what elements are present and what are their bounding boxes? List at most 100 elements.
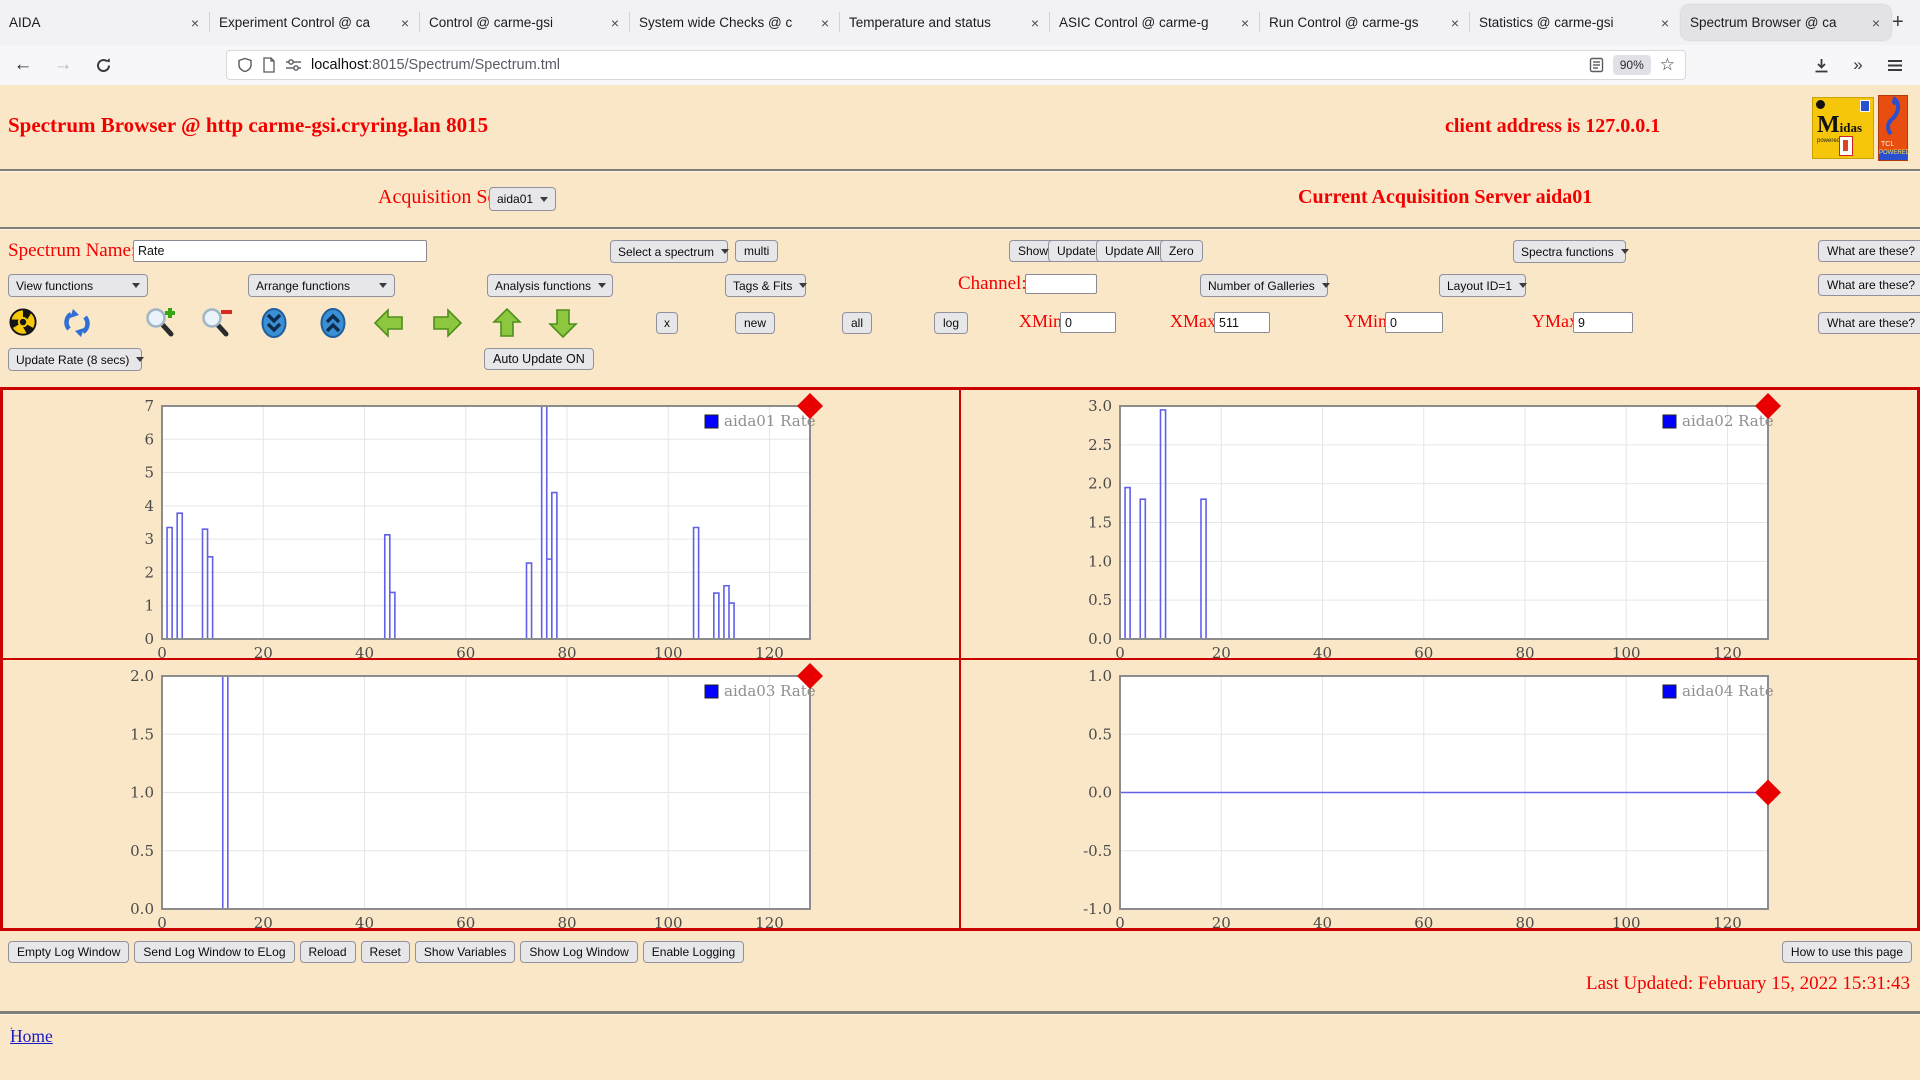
overflow-chevrons-icon[interactable]: » xyxy=(1853,55,1863,74)
x-button[interactable]: x xyxy=(656,312,678,334)
show-button[interactable]: Show xyxy=(1009,240,1058,262)
forward-icon[interactable]: → xyxy=(53,54,73,75)
reader-mode-icon[interactable] xyxy=(1589,57,1604,73)
auto-update-button[interactable]: Auto Update ON xyxy=(484,348,594,370)
reload-icon[interactable] xyxy=(88,45,118,85)
acquisition-server-select[interactable]: aida01 xyxy=(489,187,557,211)
url-bar[interactable]: localhost:8015/Spectrum/Spectrum.tml 90%… xyxy=(226,50,1686,80)
tab-close-icon[interactable]: × xyxy=(1871,14,1880,31)
browser-tab[interactable]: Spectrum Browser @ ca × xyxy=(1681,5,1891,40)
xmin-input[interactable] xyxy=(1060,312,1116,333)
browser-tab[interactable]: ASIC Control @ carme-g × xyxy=(1049,0,1260,45)
arrow-right-icon[interactable] xyxy=(430,307,464,339)
how-to-use-button[interactable]: How to use this page xyxy=(1781,941,1912,963)
ymax-input[interactable] xyxy=(1573,312,1633,333)
tags-fits-select[interactable]: Tags & Fits xyxy=(725,274,808,297)
browser-tab[interactable]: Control @ carme-gsi × xyxy=(419,0,630,45)
analysis-functions-select[interactable]: Analysis functions xyxy=(487,274,613,297)
spectra-functions-select[interactable]: Spectra functions xyxy=(1513,240,1629,263)
chevron-down-icon xyxy=(132,283,140,288)
zoom-level-badge[interactable]: 90% xyxy=(1612,55,1651,75)
tab-close-icon[interactable]: × xyxy=(1240,14,1249,31)
layout-id-select[interactable]: Layout ID=1 xyxy=(1439,274,1528,297)
view-functions-select[interactable]: View functions xyxy=(8,274,148,297)
arrow-up-icon[interactable] xyxy=(490,307,524,339)
what-are-these-button-1[interactable]: What are these? xyxy=(1818,240,1920,262)
chart-aida02-rate[interactable]: 0.0 0.5 1.0 1.5 2.0 2.5 3.0 0 20 40 60 80 100 120 aida… xyxy=(1066,390,1806,662)
chevron-down-icon xyxy=(598,283,607,288)
tab-close-icon[interactable]: × xyxy=(400,14,409,31)
home-link[interactable]: Home xyxy=(10,1026,53,1046)
svg-text:0.0: 0.0 xyxy=(1088,784,1112,802)
what-are-these-button-2[interactable]: What are these? xyxy=(1818,274,1920,296)
chart-aida01-rate[interactable]: 0 1 2 3 4 5 6 7 0 20 40 60 80 100 120 aida01 Rate xyxy=(108,390,848,662)
arrow-down-icon[interactable] xyxy=(546,307,580,339)
channel-input[interactable] xyxy=(1025,274,1097,294)
svg-text:0: 0 xyxy=(157,914,167,932)
browser-tab[interactable]: Experiment Control @ ca × xyxy=(209,0,420,45)
update-button[interactable]: Update xyxy=(1048,240,1105,262)
back-icon[interactable]: ← xyxy=(13,54,33,75)
ymin-input[interactable] xyxy=(1385,312,1443,333)
page-down-icon[interactable] xyxy=(257,307,291,339)
browser-tab[interactable]: AIDA × xyxy=(0,0,210,45)
chevron-down-icon xyxy=(721,249,730,254)
chart-aida04-rate[interactable]: -1.0 -0.5 0.0 0.5 1.0 0 20 40 60 80 100 120 aida04 R… xyxy=(1066,660,1806,932)
zoom-out-icon[interactable] xyxy=(201,307,235,339)
zero-button[interactable]: Zero xyxy=(1160,240,1203,262)
footer-button[interactable]: Show Variables xyxy=(414,941,516,963)
browser-tab[interactable]: System wide Checks @ c × xyxy=(629,0,840,45)
multi-button[interactable]: multi xyxy=(735,240,779,262)
browser-tab[interactable]: Run Control @ carme-gs × xyxy=(1259,0,1470,45)
tab-title: Experiment Control @ ca xyxy=(219,15,371,30)
arrow-left-icon[interactable] xyxy=(372,307,406,339)
footer-button[interactable]: Enable Logging xyxy=(642,941,745,963)
select-a-spectrum-select[interactable]: Select a spectrum xyxy=(610,240,730,263)
zoom-in-icon[interactable] xyxy=(144,307,178,339)
all-button[interactable]: all xyxy=(842,312,873,334)
chevron-down-icon xyxy=(799,283,808,288)
xmin-label: XMin xyxy=(1019,311,1063,331)
svg-text:0: 0 xyxy=(157,644,167,662)
chart-aida03-rate[interactable]: 0.0 0.5 1.0 1.5 2.0 0 20 40 60 80 100 120 aida03 Rat… xyxy=(108,660,848,932)
menu-hamburger-icon[interactable] xyxy=(1880,45,1910,85)
browser-tab[interactable]: Temperature and status × xyxy=(839,0,1050,45)
page-up-icon[interactable] xyxy=(316,307,350,339)
footer-button[interactable]: Show Log Window xyxy=(520,941,638,963)
xmax-input[interactable] xyxy=(1214,312,1270,333)
new-tab-button[interactable]: + xyxy=(1892,11,1904,33)
tab-close-icon[interactable]: × xyxy=(190,14,199,31)
radiation-icon[interactable] xyxy=(6,307,40,339)
tab-close-icon[interactable]: × xyxy=(1450,14,1459,31)
footer-button[interactable]: Send Log Window to ELog xyxy=(134,941,295,963)
bookmark-star-icon[interactable]: ☆ xyxy=(1659,55,1675,74)
footer-button[interactable]: Reset xyxy=(360,941,410,963)
page-icon xyxy=(263,57,275,73)
arrange-functions-select[interactable]: Arrange functions xyxy=(248,274,395,297)
log-window-buttons: Empty Log Window Send Log Window to ELog R… xyxy=(8,941,745,963)
ymax-label: YMax xyxy=(1532,311,1578,331)
number-of-galleries-select[interactable]: Number of Galleries xyxy=(1200,274,1330,297)
update-rate-select[interactable]: Update Rate (8 secs) xyxy=(8,348,145,371)
what-are-these-button-3[interactable]: What are these? xyxy=(1818,312,1920,334)
download-icon[interactable] xyxy=(1806,45,1836,85)
log-button[interactable]: log xyxy=(934,312,969,334)
permissions-icon xyxy=(286,59,301,71)
tab-close-icon[interactable]: × xyxy=(1030,14,1039,31)
spectrum-name-input[interactable] xyxy=(133,240,427,262)
browser-tab[interactable]: Statistics @ carme-gsi × xyxy=(1469,0,1680,45)
svg-text:aida01 Rate: aida01 Rate xyxy=(724,412,816,430)
tab-close-icon[interactable]: × xyxy=(1660,14,1669,31)
svg-text:1: 1 xyxy=(144,597,154,615)
refresh-icon[interactable] xyxy=(60,307,94,339)
url-text[interactable]: localhost:8015/Spectrum/Spectrum.tml xyxy=(311,57,561,73)
tab-close-icon[interactable]: × xyxy=(820,14,829,31)
new-button[interactable]: new xyxy=(735,312,776,334)
update-all-button[interactable]: Update All xyxy=(1096,240,1169,262)
gallery-cell-aida02: 0.0 0.5 1.0 1.5 2.0 2.5 3.0 0 20 40 60 80 100 120 aida… xyxy=(960,389,1918,662)
spectrum-browser-page: Spectrum Browser @ http carme-gsi.cryrin… xyxy=(0,85,1920,1080)
tab-close-icon[interactable]: × xyxy=(610,14,619,31)
svg-text:2.0: 2.0 xyxy=(130,667,154,685)
footer-button[interactable]: Reload xyxy=(299,941,356,963)
footer-button[interactable]: Empty Log Window xyxy=(8,941,130,963)
